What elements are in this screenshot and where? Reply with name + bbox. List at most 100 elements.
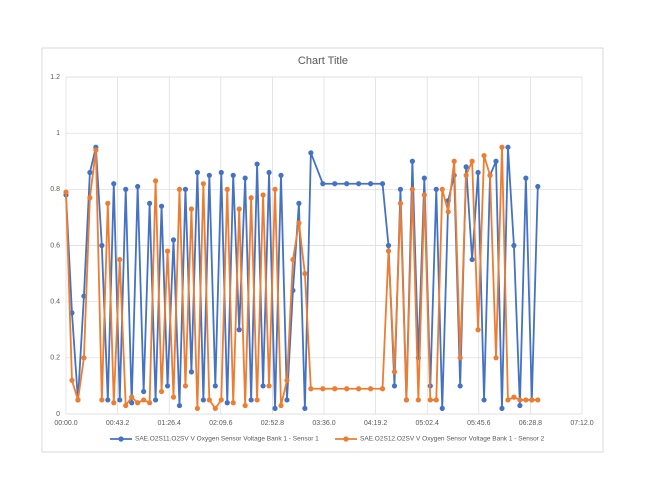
legend-marker: [118, 436, 124, 442]
series-marker: [487, 172, 493, 178]
series-marker: [391, 383, 398, 389]
series-marker: [367, 386, 374, 392]
series-marker: [63, 189, 69, 195]
series-marker: [242, 402, 248, 409]
y-tick-label: 1.2: [50, 74, 60, 81]
series-marker: [152, 397, 159, 403]
series-marker: [409, 158, 415, 164]
series-marker: [266, 169, 272, 176]
series-marker: [421, 175, 427, 181]
series-marker: [433, 186, 439, 192]
series-marker: [475, 327, 481, 333]
series-marker: [272, 405, 278, 411]
series-marker: [248, 195, 254, 201]
series-marker: [457, 383, 463, 389]
series-marker: [493, 158, 499, 164]
series-marker: [284, 377, 290, 383]
series-marker: [260, 192, 266, 198]
series-marker: [254, 161, 260, 167]
series-marker: [194, 169, 200, 176]
series-marker: [367, 181, 374, 187]
series-marker: [302, 270, 308, 277]
series-marker: [242, 175, 248, 181]
x-tick-label: 07:12.0: [570, 420, 593, 427]
series-marker: [439, 405, 445, 411]
series-marker: [81, 293, 87, 299]
legend-label: SAE.O2S11.O2SV V Oxygen Sensor Voltage B…: [135, 436, 319, 443]
series-marker: [105, 200, 111, 206]
series-marker: [200, 181, 206, 187]
y-tick-label: 0.4: [50, 299, 60, 306]
series-marker: [296, 200, 302, 206]
series-marker: [188, 369, 195, 375]
series-marker: [385, 248, 392, 254]
series-marker: [332, 181, 338, 187]
series-marker: [188, 206, 195, 212]
series-marker: [505, 144, 511, 150]
series-marker: [517, 397, 523, 403]
series-marker: [523, 397, 529, 403]
series-marker: [320, 386, 326, 392]
series-marker: [93, 147, 99, 153]
series-marker: [236, 327, 242, 333]
series-marker: [308, 150, 314, 156]
y-tick-label: 0.2: [50, 355, 60, 362]
series-marker: [332, 386, 338, 392]
series-marker: [439, 186, 445, 192]
series-marker: [260, 383, 266, 389]
series-marker: [433, 397, 439, 403]
series-marker: [123, 186, 129, 192]
series-marker: [81, 355, 87, 361]
y-tick-label: 0.8: [50, 186, 60, 193]
series-marker: [206, 397, 212, 403]
series-marker: [212, 383, 218, 389]
chart-title: Chart Title: [298, 55, 348, 67]
series-marker: [463, 172, 469, 178]
series-marker: [344, 386, 350, 392]
series-marker: [302, 405, 308, 411]
series-marker: [517, 402, 523, 409]
x-tick-label: 04:19.2: [364, 420, 387, 427]
series-marker: [164, 383, 171, 389]
series-marker: [344, 181, 350, 187]
series-marker: [379, 386, 386, 392]
series-marker: [135, 183, 141, 190]
series-marker: [385, 242, 392, 249]
x-tick-label: 03:36.0: [312, 420, 335, 427]
series-marker: [212, 405, 218, 411]
series-marker: [379, 181, 386, 187]
series-marker: [87, 169, 93, 176]
series-marker: [475, 169, 481, 176]
series-marker: [111, 400, 117, 406]
series-marker: [224, 186, 230, 192]
series-marker: [99, 397, 105, 403]
series-marker: [182, 383, 189, 389]
series-marker: [272, 186, 278, 192]
series-marker: [230, 400, 236, 406]
series-marker: [152, 178, 159, 184]
series-marker: [535, 183, 541, 190]
series-marker: [356, 181, 362, 187]
y-tick-label: 0.6: [50, 242, 60, 249]
series-marker: [141, 388, 147, 395]
x-tick-label: 01:26.4: [158, 420, 181, 427]
series-marker: [170, 237, 177, 243]
series-marker: [105, 397, 111, 403]
series-marker: [403, 397, 410, 403]
series-marker: [230, 172, 236, 178]
series-marker: [451, 158, 457, 164]
series-marker: [481, 153, 487, 159]
series-marker: [511, 394, 517, 400]
series-marker: [170, 394, 177, 400]
legend-label: SAE.O2S12.O2SV V Oxygen Sensor Voltage B…: [360, 436, 545, 443]
series-marker: [111, 181, 117, 187]
series-marker: [320, 181, 326, 187]
series-marker: [278, 172, 284, 178]
series-marker: [284, 397, 290, 403]
series-marker: [397, 200, 404, 206]
series-marker: [248, 397, 254, 403]
series-marker: [200, 397, 206, 403]
series-marker: [117, 397, 123, 403]
series-marker: [236, 206, 242, 212]
series-marker: [87, 195, 93, 201]
